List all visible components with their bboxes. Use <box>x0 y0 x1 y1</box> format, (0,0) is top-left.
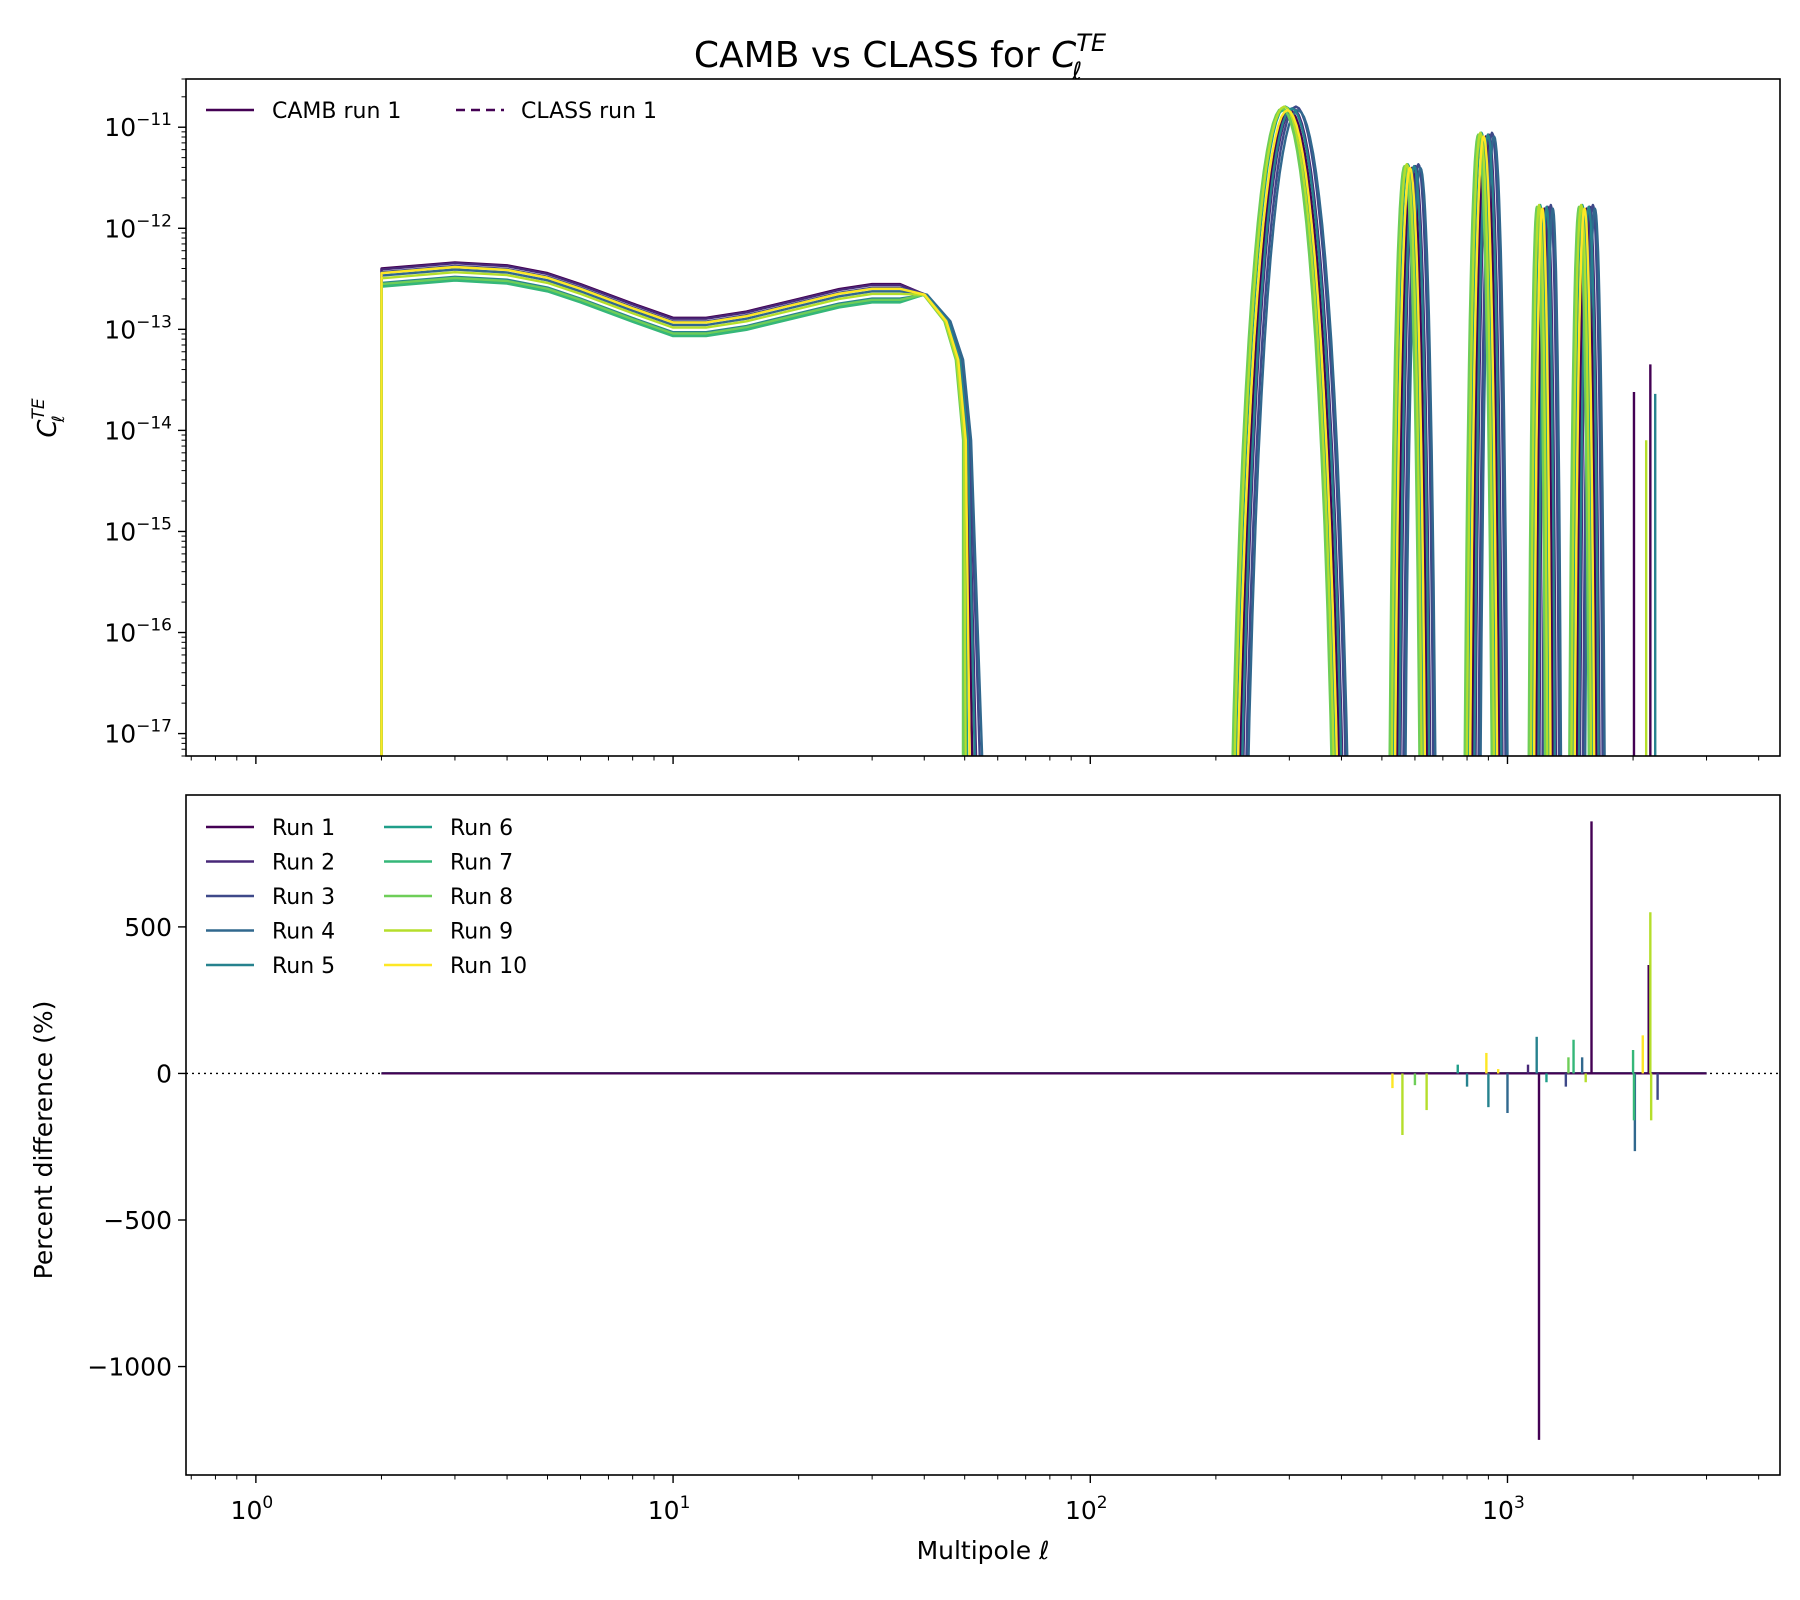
legend-label-camb: CAMB run 1 <box>272 99 401 124</box>
x-tick-label: 101 <box>648 1493 691 1525</box>
legend-label-class: CLASS run 1 <box>521 99 657 124</box>
x-axis-label: Multipole ℓ <box>917 1536 1050 1565</box>
y-tick-label: 10−12 <box>104 211 172 243</box>
bottom-series-group <box>381 821 1707 1440</box>
bottom-y-ticks: −1000 −500 0 500 <box>87 913 186 1382</box>
y-tick-label: 10−13 <box>104 312 172 344</box>
te-curve-run-8 <box>380 107 1590 756</box>
bottom-y-axis-label: Percent difference (%) <box>29 1001 58 1280</box>
legend-label-run-8: Run 8 <box>450 885 513 910</box>
bottom-panel: −1000 −500 0 500 100 101 102 103 Percent diffe… <box>29 794 1781 1565</box>
y-tick-label: 10−15 <box>104 514 172 546</box>
legend-label-run-6: Run 6 <box>450 816 513 841</box>
bottom-axes-frame <box>185 794 1781 1476</box>
x-tick-label: 100 <box>231 1493 274 1525</box>
y-tick-label: −1000 <box>87 1353 172 1382</box>
y-tick-label: 0 <box>156 1059 172 1088</box>
top-legend: CAMB run 1 CLASS run 1 <box>206 99 657 124</box>
legend-label-run-1: Run 1 <box>272 816 335 841</box>
legend-label-run-2: Run 2 <box>272 851 335 876</box>
top-series-group <box>380 105 1657 756</box>
x-tick-label: 102 <box>1065 1493 1108 1525</box>
legend-label-run-4: Run 4 <box>272 920 335 945</box>
y-tick-label: 10−16 <box>104 616 172 648</box>
y-tick-label: 500 <box>124 913 172 942</box>
y-tick-label: 10−17 <box>104 717 172 749</box>
legend-label-run-10: Run 10 <box>450 954 527 979</box>
legend-label-run-7: Run 7 <box>450 851 513 876</box>
legend-label-run-9: Run 9 <box>450 920 513 945</box>
top-x-ticks <box>190 756 1760 764</box>
y-tick-label: −500 <box>103 1206 172 1235</box>
bottom-legend: Run 1 Run 2 Run 3 Run 4 Run 5 Run 6 Run 7 Run 8… <box>206 816 527 979</box>
top-panel: 10−17 10−16 10−15 10−14 10−13 10−12 10−11 CTEℓ… <box>29 78 1781 764</box>
te-curve-run-9 <box>380 105 1593 756</box>
x-tick-label: 103 <box>1482 1493 1525 1525</box>
top-y-ticks: 10−17 10−16 10−15 10−14 10−13 10−12 10−11 <box>104 78 186 757</box>
legend-label-run-5: Run 5 <box>272 954 335 979</box>
top-axes-frame <box>185 78 1781 757</box>
bottom-x-ticks: 100 101 102 103 <box>190 1475 1760 1525</box>
top-y-axis-label: CTEℓ <box>29 398 69 438</box>
chart-title: CAMB vs CLASS for CTE ℓ <box>694 29 1107 85</box>
y-tick-label: 10−11 <box>104 110 172 142</box>
y-tick-label: 10−14 <box>104 413 172 445</box>
te-curve-run-10 <box>380 108 1596 756</box>
legend-label-run-3: Run 3 <box>272 885 335 910</box>
